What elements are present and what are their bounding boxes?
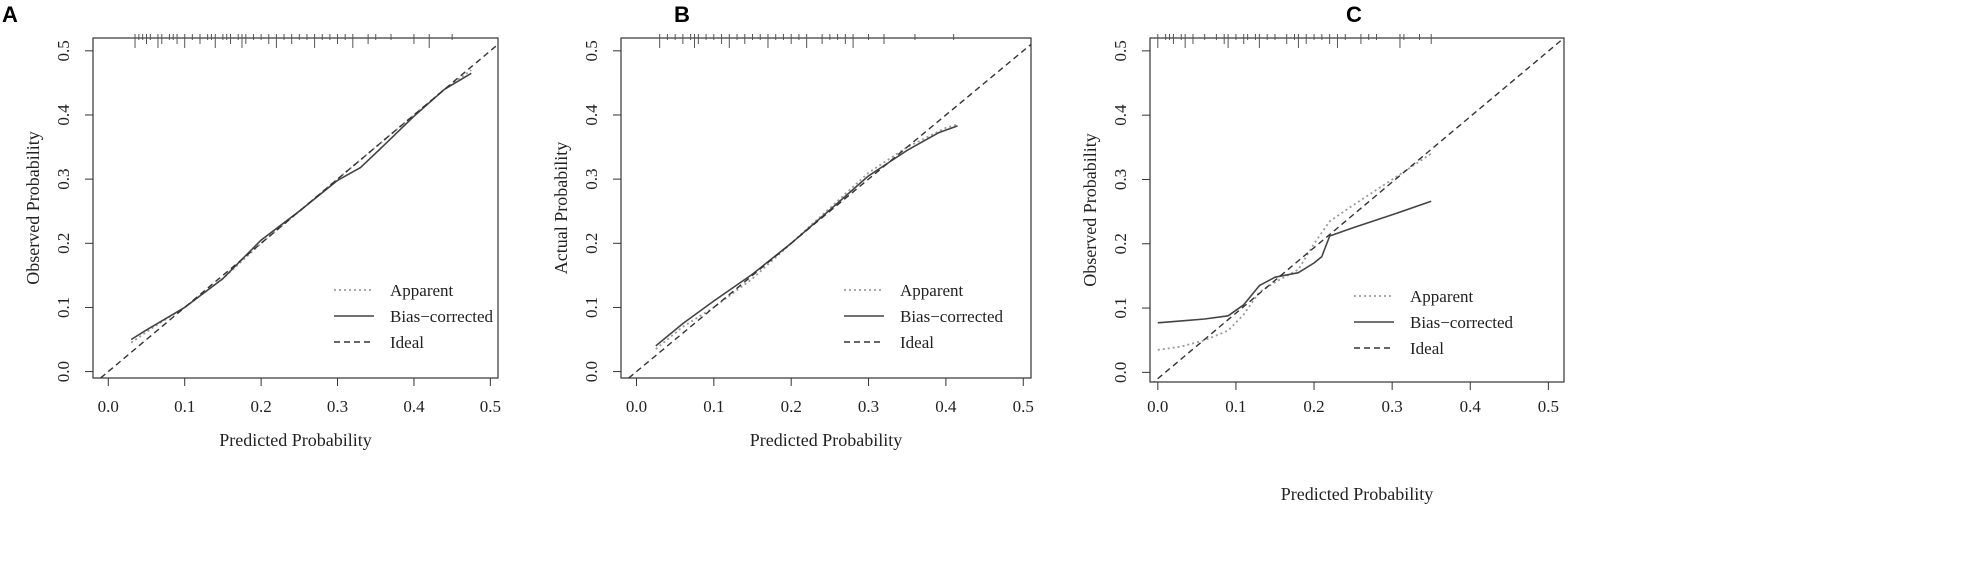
panel-c-legend: Apparent Bias−corrected Ideal [1354,287,1514,358]
panel-b-y-axis-title: Actual Probability [551,142,571,274]
panel-c-legend-label: Apparent [1410,287,1474,306]
panel-c-plot-frame [1149,37,1565,383]
panel-c-calibration-plot: C 0.0 0.1 0.2 0.3 0.4 0.5 0.0 0.1 0.2 0.3 0.4 0.5 Pr… [1080,2,1565,504]
panel-c-y-tick-label: 0.1 [1111,297,1130,318]
panel-a-calibration-plot: A 0.0 0.1 0.2 0.3 0.4 0.5 0.0 0.1 0.2 0.3 0.4 0.5 Pr… [2,2,501,450]
panel-b-y-tick-label: 0.0 [582,361,601,382]
panel-c-x-tick-label: 0.5 [1538,397,1559,416]
panel-a-y-tick-label: 0.2 [54,233,73,254]
panel-c-y-tick-label: 0.4 [1111,104,1130,126]
panel-c-y-axis-title: Observed Probability [1080,133,1100,286]
panel-a-x-tick-label: 0.3 [327,397,348,416]
panel-a-y-tick-label: 0.4 [54,104,73,126]
panel-b-y-tick-label: 0.2 [582,233,601,254]
panel-c-rug [1157,34,1432,48]
panel-b-legend-label: Apparent [900,281,964,300]
panel-c-y-tick-label: 0.3 [1111,169,1130,190]
panel-b-series-dashed-line [627,43,1031,378]
panel-a-x-tick-label: 0.4 [403,397,425,416]
panel-b-x-tick-label: 0.0 [626,397,647,416]
panel-b-x-tick-label: 0.2 [781,397,802,416]
panel-a-plot-frame [92,37,499,379]
panel-b-rug [659,34,955,48]
panel-b-x-axis-title: Predicted Probability [750,430,902,450]
panel-a-legend-label: Ideal [390,333,424,352]
panel-c-y-tick-label: 0.0 [1111,362,1130,383]
panel-b-x-tick-label: 0.1 [703,397,724,416]
panel-b-series-solid-line [655,125,958,347]
panel-b-plot-frame [620,37,1032,379]
panel-b-x-tick-label: 0.5 [1013,397,1034,416]
panel-a-x-tick-label: 0.0 [98,397,119,416]
panel-c-x-tick-label: 0.3 [1382,397,1403,416]
panel-a-x-tick-label: 0.5 [480,397,501,416]
panel-a-letter: A [2,2,18,27]
panel-a-series-dashed-line [99,43,498,378]
panel-c-legend-label: Bias−corrected [1410,313,1514,332]
panel-c-x-axis-title: Predicted Probability [1281,484,1433,504]
panel-b-y-tick-label: 0.1 [582,297,601,318]
panel-c-x-tick-label: 0.2 [1303,397,1324,416]
panel-c-series-dotted-line [1157,152,1432,351]
panel-a-legend-label: Bias−corrected [390,307,494,326]
panel-c-y-tick-label: 0.2 [1111,233,1130,254]
panel-b-y-tick-label: 0.5 [582,40,601,61]
panel-c-series-solid-line [1157,200,1432,324]
panel-a-x-tick-label: 0.2 [250,397,271,416]
panel-c-x-tick-label: 0.4 [1460,397,1482,416]
panel-b-legend-label: Bias−corrected [900,307,1004,326]
panel-c-y-tick-label: 0.5 [1111,40,1130,61]
panel-a-x-axis-title: Predicted Probability [219,430,371,450]
panel-b-y-tick-label: 0.4 [582,104,601,126]
panel-a-x-tick-label: 0.1 [174,397,195,416]
panel-a-legend-label: Apparent [390,281,454,300]
panel-b-legend-label: Ideal [900,333,934,352]
panel-a-y-tick-label: 0.5 [54,40,73,61]
panel-b-calibration-plot: B 0.0 0.1 0.2 0.3 0.4 0.5 0.0 0.1 0.2 0.3 0.4 0.5 Pr… [551,2,1034,450]
panel-b-x-tick-label: 0.3 [858,397,879,416]
panel-b-y-tick-label: 0.3 [582,169,601,190]
panel-a-rug [134,34,453,48]
panel-a-y-tick-label: 0.0 [54,361,73,382]
panel-b-letter: B [674,2,690,27]
panel-a-y-axis-title: Observed Probability [23,131,43,284]
panel-c-x-tick-label: 0.1 [1225,397,1246,416]
panel-c-series-dashed-line [1152,38,1564,382]
panel-c-legend-label: Ideal [1410,339,1444,358]
panel-b-x-tick-label: 0.4 [935,397,957,416]
panel-c-letter: C [1346,2,1362,27]
panel-a-y-tick-label: 0.3 [54,169,73,190]
panel-a-legend: Apparent Bias−corrected Ideal [334,281,494,352]
panel-b-legend: Apparent Bias−corrected Ideal [844,281,1004,352]
panel-a-y-tick-label: 0.1 [54,297,73,318]
panel-c-x-tick-label: 0.0 [1147,397,1168,416]
